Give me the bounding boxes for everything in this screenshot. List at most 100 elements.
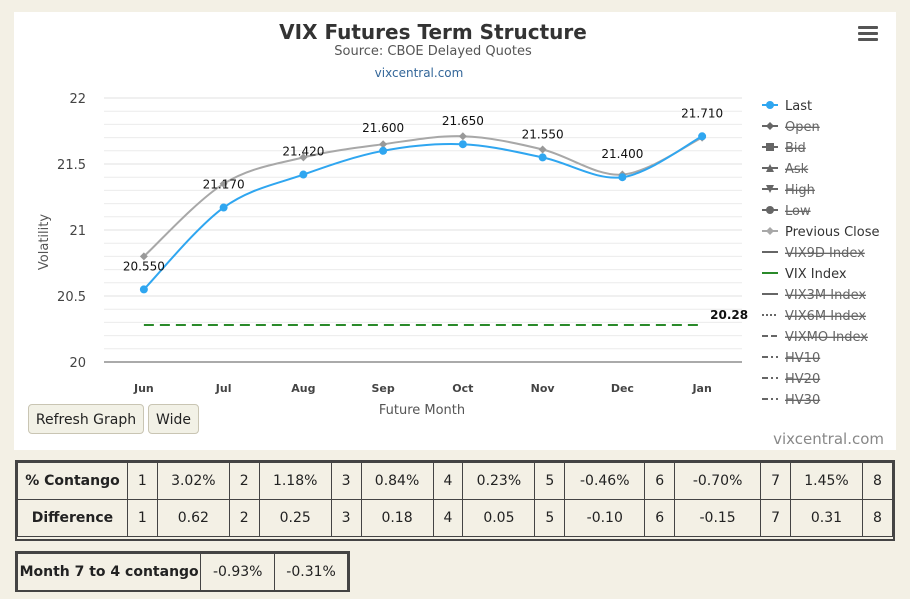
value-cell: -0.15 — [674, 499, 762, 537]
previous-close-point — [379, 140, 388, 149]
table-row: Month 7 to 4 contango -0.93% -0.31% — [16, 553, 348, 591]
legend-circle-icon — [766, 101, 774, 109]
month-index-cell: 7 — [760, 499, 791, 537]
x-tick-label: Sep — [371, 382, 394, 395]
x-tick-label: Jan — [691, 382, 711, 395]
legend-label: VIX6M Index — [785, 309, 866, 324]
value-cell: 1.18% — [258, 462, 332, 500]
value-cell: 3.02% — [156, 462, 230, 500]
legend-diamond-icon — [766, 122, 774, 130]
last-data-label: 21.170 — [203, 178, 245, 192]
value-cell: 0.05 — [462, 499, 536, 537]
y-tick-label: 20 — [69, 356, 86, 371]
legend-label: HV10 — [785, 351, 820, 366]
month-index-cell: 5 — [534, 462, 566, 500]
legend-item[interactable]: Previous Close — [762, 225, 880, 240]
previous-close-point — [538, 145, 547, 154]
last-data-point[interactable] — [458, 140, 467, 149]
chart-subtitle: Source: CBOE Delayed Quotes — [334, 44, 532, 59]
value-cell: 0.62 — [156, 499, 230, 537]
legend-item[interactable]: VIX3M Index — [762, 288, 866, 303]
row-label: % Contango — [17, 462, 128, 500]
legend-label: High — [785, 183, 815, 198]
last-data-point[interactable] — [618, 173, 627, 182]
watermark: vixcentral.com — [773, 430, 884, 448]
legend-label: VIX Index — [785, 267, 847, 282]
value-cell: -0.46% — [564, 462, 646, 500]
month-contango-value-2: -0.31% — [274, 553, 348, 591]
legend-label: Low — [785, 204, 811, 219]
x-tick-label: Dec — [611, 382, 634, 395]
chart-panel: 20 20.5 21 21.5 22 Jun Jul Aug Sep Oct Nov Dec Jan 2… — [14, 12, 896, 450]
x-tick-label: Aug — [291, 382, 315, 395]
last-data-point[interactable] — [698, 132, 707, 141]
legend-square-icon — [766, 143, 774, 151]
y-tick-label: 21 — [69, 224, 86, 239]
value-cell: 0.84% — [360, 462, 434, 500]
legend-item[interactable]: VIX6M Index — [762, 309, 866, 324]
row-label: Difference — [17, 499, 128, 537]
vix-index-data-label: 20.28 — [710, 308, 748, 322]
month-index-cell: 3 — [330, 462, 362, 500]
last-data-point[interactable] — [219, 203, 228, 212]
month-contango-label: Month 7 to 4 contango — [16, 553, 202, 591]
legend-item[interactable]: Open — [762, 120, 820, 135]
wide-button[interactable]: Wide — [148, 404, 199, 434]
legend-item[interactable]: HV30 — [762, 393, 820, 408]
last-data-point[interactable] — [139, 285, 148, 294]
legend-item[interactable]: HV20 — [762, 372, 820, 387]
previous-close-point — [219, 179, 228, 188]
month-index-cell: 2 — [228, 462, 260, 500]
last-data-point[interactable] — [299, 170, 308, 179]
legend-label: Last — [785, 99, 812, 114]
chart-title: VIX Futures Term Structure — [279, 20, 587, 44]
legend-label: Previous Close — [785, 225, 880, 240]
legend-item[interactable]: HV10 — [762, 351, 820, 366]
hamburger-menu-icon[interactable] — [858, 24, 878, 42]
x-tick-label: Jul — [215, 382, 232, 395]
value-cell: -0.10 — [564, 499, 646, 537]
legend-circle-icon — [766, 206, 774, 214]
value-cell: 0.18 — [360, 499, 434, 537]
x-tick-label: Oct — [452, 382, 473, 395]
value-cell: 0.25 — [258, 499, 332, 537]
month-table-frame: Month 7 to 4 contango -0.93% -0.31% — [15, 551, 350, 592]
last-data-point[interactable] — [538, 153, 547, 162]
contango-table: % Contango 1 3.02% 2 1.18% 3 0.84% 4 0.23% 5 -0.46… — [17, 462, 894, 537]
month-index-cell: 6 — [644, 499, 676, 537]
last-data-point[interactable] — [379, 146, 388, 155]
legend-label: Bid — [785, 141, 806, 156]
legend-item[interactable]: Ask — [762, 162, 809, 177]
contango-table-frame: % Contango 1 3.02% 2 1.18% 3 0.84% 4 0.23% 5 -0.46… — [15, 460, 895, 541]
month-index-cell: 4 — [432, 499, 464, 537]
legend-diamond-icon — [766, 227, 774, 235]
legend-label: VIXMO Index — [785, 330, 868, 345]
y-tick-label: 22 — [69, 92, 86, 107]
last-data-label: 20.550 — [123, 259, 165, 273]
legend-item[interactable]: Bid — [762, 141, 806, 156]
legend-item[interactable]: VIXMO Index — [762, 330, 868, 345]
last-data-label: 21.420 — [282, 145, 324, 159]
legend-item[interactable]: VIX Index — [762, 267, 847, 282]
legend-label: HV20 — [785, 372, 820, 387]
legend-item[interactable]: High — [762, 183, 815, 198]
refresh-graph-button[interactable]: Refresh Graph — [28, 404, 144, 434]
value-cell: 0.23% — [462, 462, 536, 500]
month-index-cell: 5 — [534, 499, 566, 537]
y-tick-label: 20.5 — [57, 290, 86, 305]
legend-item[interactable]: Low — [762, 204, 811, 219]
x-tick-label: Jun — [133, 382, 154, 395]
x-axis-label: Future Month — [379, 403, 465, 418]
legend-item[interactable]: Last — [762, 99, 812, 114]
table-row: % Contango 1 3.02% 2 1.18% 3 0.84% 4 0.23% 5 -0.46… — [17, 462, 894, 500]
table-row: Difference 1 0.62 2 0.25 3 0.18 4 0.05 5 -0.10 6 -0.… — [17, 499, 894, 537]
month-index-cell: 8 — [861, 462, 894, 500]
month-index-cell: 4 — [432, 462, 464, 500]
legend-item[interactable]: VIX9D Index — [762, 246, 865, 261]
month-contango-value-1: -0.93% — [200, 553, 276, 591]
y-tick-label: 21.5 — [57, 158, 86, 173]
legend-label: HV30 — [785, 393, 820, 408]
chart-credit-link[interactable]: vixcentral.com — [375, 66, 464, 80]
value-cell: 0.31 — [790, 499, 863, 537]
legend-label: Ask — [785, 162, 809, 177]
